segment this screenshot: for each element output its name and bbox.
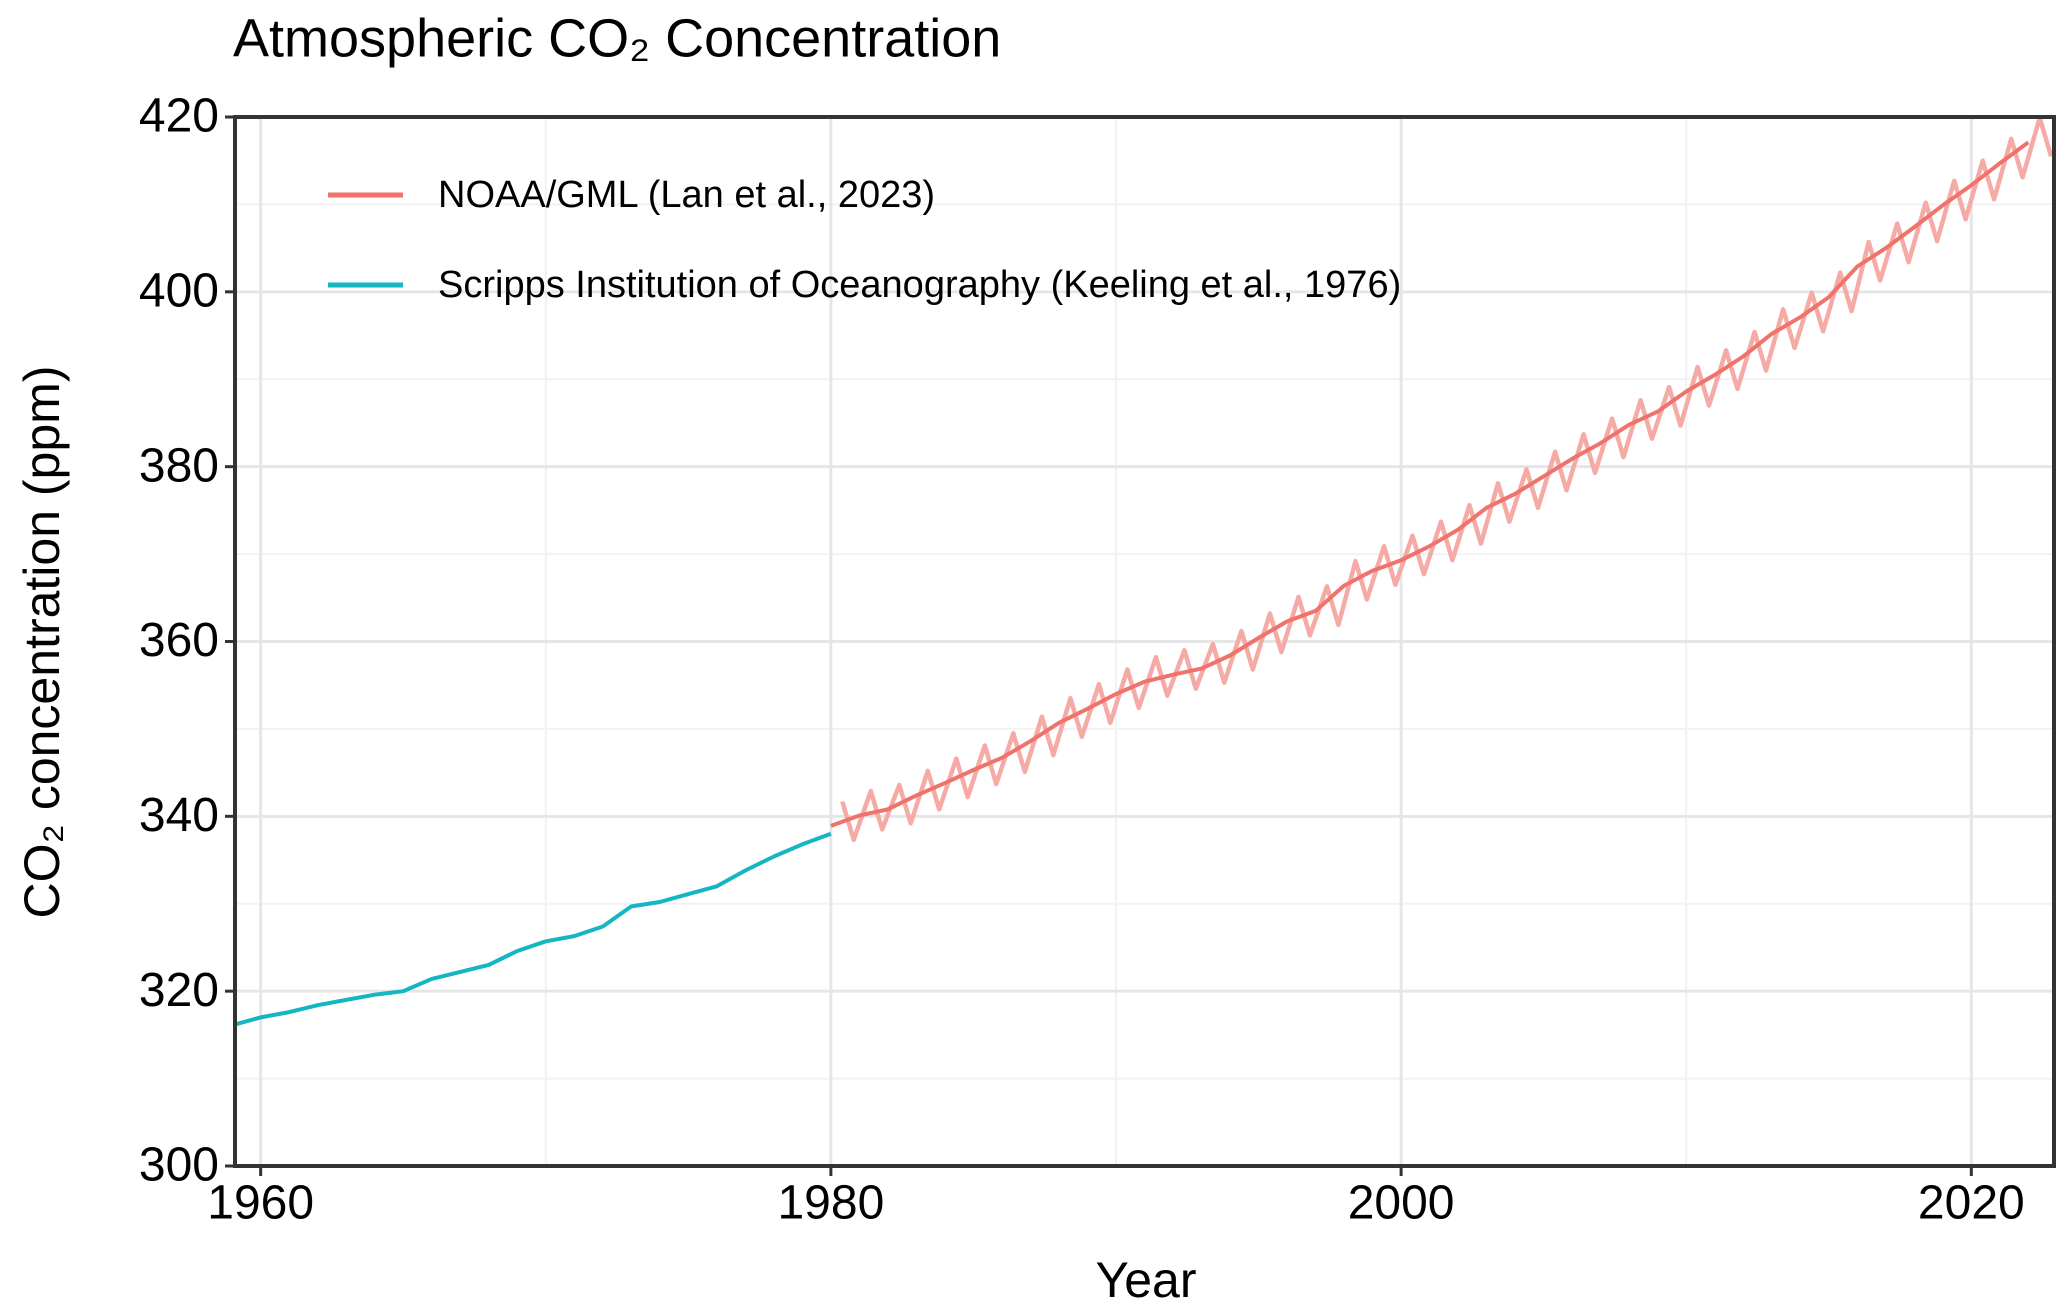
chart-title: Atmospheric CO₂ Concentration: [233, 8, 1001, 68]
x-tick-label: 1960: [207, 1177, 314, 1230]
x-axis-label: Year: [1095, 1252, 1196, 1308]
x-tick-label: 2020: [1918, 1177, 2025, 1230]
series-line: [840, 117, 2054, 843]
y-axis-label: CO₂ concentration (ppm): [14, 366, 70, 919]
plot-frame: [233, 115, 2056, 1168]
legend-label: NOAA/GML (Lan et al., 2023): [438, 174, 935, 216]
series-line: [235, 831, 832, 1027]
legend-label: Scripps Institution of Oceanography (Kee…: [438, 264, 1401, 306]
y-tick-label: 360: [139, 614, 219, 667]
y-tick-label: 380: [139, 439, 219, 492]
x-tick-label: 2000: [1348, 1177, 1455, 1230]
y-tick-label: 300: [139, 1139, 219, 1192]
y-tick-label: 400: [139, 265, 219, 318]
y-tick-label: 340: [139, 789, 219, 842]
x-tick-label: 1980: [777, 1177, 884, 1230]
y-tick-label: 320: [139, 964, 219, 1017]
series-line: [830, 140, 2030, 828]
y-tick-label: 420: [139, 90, 219, 143]
